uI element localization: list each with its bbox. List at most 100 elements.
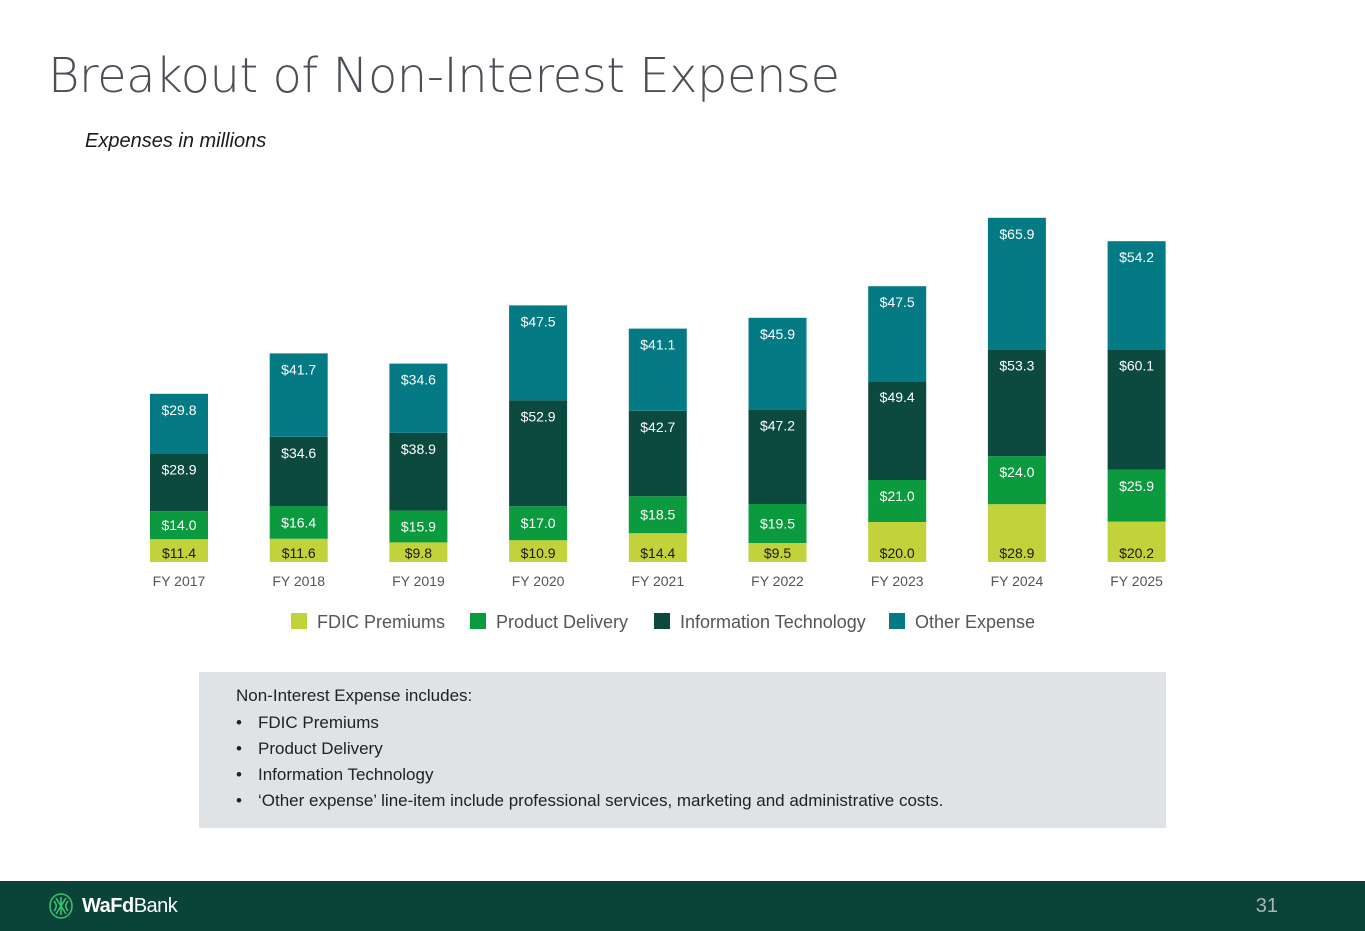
data-label: $42.7: [640, 419, 675, 435]
x-tick-label: FY 2018: [272, 573, 325, 589]
bar-segment: [509, 305, 568, 401]
note-list: • FDIC Premiums • Product Delivery • Inform…: [236, 713, 1166, 811]
data-label: $29.8: [161, 402, 196, 418]
bar-segment: [509, 540, 568, 562]
data-label: $34.6: [401, 372, 436, 388]
data-label: $21.0: [880, 488, 915, 504]
data-label: $9.5: [764, 545, 791, 561]
bar-segment: [748, 543, 807, 562]
data-label: $41.7: [281, 361, 316, 377]
bar-segment: [269, 506, 328, 539]
data-label: $47.5: [880, 294, 915, 310]
bar-segment: [509, 506, 568, 541]
data-label: $34.6: [281, 445, 316, 461]
bar-segment: [150, 539, 208, 562]
bar-segment: [748, 504, 807, 543]
data-label: $54.2: [1119, 249, 1154, 265]
bar-segment: [987, 217, 1046, 350]
bullet-icon: •: [236, 791, 242, 810]
bar-segment: [269, 353, 328, 437]
bar-segment: [389, 363, 448, 433]
data-label: $24.0: [999, 464, 1034, 480]
legend-label: Other Expense: [915, 612, 1035, 632]
data-label: $11.6: [282, 545, 316, 561]
data-label: $15.9: [401, 519, 436, 535]
note-item: • Information Technology: [236, 765, 434, 784]
legend-swatch: [889, 613, 905, 629]
legend-label: Information Technology: [680, 612, 866, 632]
x-tick-label: FY 2025: [1110, 573, 1163, 589]
bar-segment: [269, 538, 328, 562]
data-label: $14.4: [640, 545, 675, 561]
note-heading: Non-Interest Expense includes:: [236, 686, 473, 705]
data-label: $53.3: [999, 358, 1034, 374]
bar-segment: [389, 432, 448, 511]
bar-segment: [1107, 521, 1166, 562]
data-label: $47.2: [760, 418, 795, 434]
bar-segment: [509, 400, 568, 507]
note-item: • ‘Other expense’ line-item include profe…: [236, 791, 944, 810]
bar-segment: [868, 480, 927, 522]
bar-segment: [389, 510, 448, 543]
x-tick-label: FY 2022: [751, 573, 804, 589]
bar-segment: [868, 286, 927, 382]
bar-segment: [748, 409, 807, 504]
stacked-bar-chart: $11.4 $14.0 $28.9 $29.8 FY 2017 $11.6 $16.4 $34…: [150, 217, 1166, 632]
data-label: $25.9: [1119, 478, 1154, 494]
bar-segment: [868, 381, 927, 480]
bar-segment: [389, 542, 448, 562]
bar-segment: [628, 533, 687, 562]
bar-segment: [150, 453, 208, 512]
x-tick-label: FY 2021: [631, 573, 684, 589]
wafd-emblem-icon: [49, 893, 73, 919]
data-label: $11.4: [162, 545, 196, 561]
data-label: $65.9: [999, 226, 1034, 242]
page-subtitle: Expenses in millions: [85, 130, 267, 152]
x-tick-label: FY 2024: [991, 573, 1044, 589]
bar-segment: [150, 511, 208, 540]
data-label: $52.9: [521, 408, 556, 424]
data-label: $20.0: [880, 545, 915, 561]
data-label: $47.5: [521, 313, 556, 329]
data-label: $41.1: [640, 337, 675, 353]
note-box: Non-Interest Expense includes: • FDIC Pre…: [199, 672, 1166, 828]
page-title: Breakout of Non-Interest Expense: [48, 48, 840, 104]
note-item: • FDIC Premiums: [236, 713, 379, 732]
data-label: $19.5: [760, 516, 795, 532]
x-tick-label: FY 2023: [871, 573, 924, 589]
legend-swatch: [470, 613, 486, 629]
data-label: $14.0: [161, 517, 196, 533]
bar-segment: [868, 522, 927, 562]
bar-segment: [628, 496, 687, 534]
bar-segment: [269, 436, 328, 506]
data-label: $17.0: [521, 515, 556, 531]
footer-bar: WaFdBank 31: [0, 881, 1365, 931]
data-label: $60.1: [1119, 358, 1154, 374]
data-label: $20.2: [1119, 545, 1154, 561]
legend-swatch: [654, 613, 670, 629]
note-item: • Product Delivery: [236, 739, 383, 758]
brand-name: WaFdBank: [82, 894, 178, 917]
data-label: $16.4: [281, 514, 316, 530]
data-label: $45.9: [760, 326, 795, 342]
data-label: $49.4: [880, 389, 915, 405]
data-label: $28.9: [999, 545, 1034, 561]
bar-segment: [150, 393, 208, 454]
bar-segment: [987, 456, 1046, 505]
brand-logo[interactable]: WaFdBank: [46, 891, 178, 921]
x-tick-label: FY 2020: [512, 573, 565, 589]
data-label: $38.9: [401, 441, 436, 457]
bullet-icon: •: [236, 739, 242, 758]
bar-segment: [987, 504, 1046, 562]
bullet-icon: •: [236, 765, 242, 784]
page-number: 31: [1255, 895, 1278, 917]
bar-segment: [1107, 241, 1166, 350]
data-label: $9.8: [405, 545, 432, 561]
bar-segment: [1107, 349, 1166, 470]
bar-segment: [628, 328, 687, 411]
data-label: $10.9: [521, 545, 556, 561]
legend-label: Product Delivery: [496, 612, 628, 632]
bar-segment: [628, 410, 687, 497]
bar-segment: [987, 349, 1046, 457]
data-label: $28.9: [161, 461, 196, 477]
